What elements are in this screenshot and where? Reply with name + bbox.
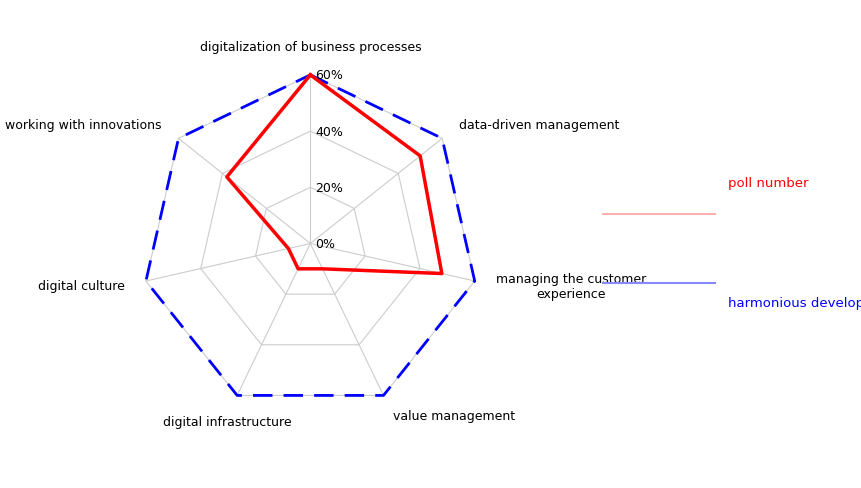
Text: poll number: poll number [728,177,808,189]
Text: 40%: 40% [315,125,343,138]
Text: digitalization of business processes: digitalization of business processes [199,41,421,54]
Text: 60%: 60% [315,69,343,82]
Text: 20%: 20% [315,182,343,194]
Text: working with innovations: working with innovations [5,119,161,132]
Text: value management: value management [393,409,515,422]
Text: digital culture: digital culture [38,280,124,293]
Text: harmonious development: harmonious development [728,296,861,309]
Text: managing the customer
experience: managing the customer experience [496,272,646,300]
Text: digital infrastructure: digital infrastructure [163,415,292,428]
Text: data-driven management: data-driven management [459,119,619,132]
Text: 0%: 0% [315,238,335,250]
